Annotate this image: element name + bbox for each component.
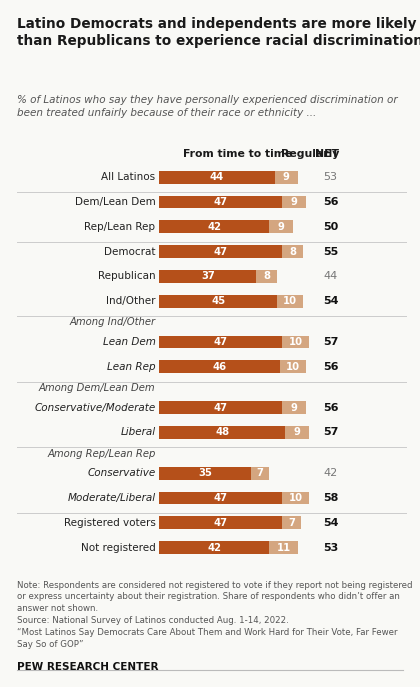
Text: 46: 46 xyxy=(213,362,227,372)
Text: 10: 10 xyxy=(289,493,302,503)
Text: 54: 54 xyxy=(323,296,339,306)
Bar xyxy=(159,196,282,208)
Text: Among Dem/Lean Dem: Among Dem/Lean Dem xyxy=(39,383,155,393)
Text: 10: 10 xyxy=(289,337,302,347)
Text: Conservative/Moderate: Conservative/Moderate xyxy=(34,403,155,413)
Text: 53: 53 xyxy=(323,543,339,552)
Bar xyxy=(159,270,256,283)
Text: 7: 7 xyxy=(288,518,295,528)
Bar xyxy=(159,492,282,504)
Text: Ind/Other: Ind/Other xyxy=(106,296,155,306)
Text: Lean Rep: Lean Rep xyxy=(107,362,155,372)
Bar xyxy=(269,221,293,233)
Text: 57: 57 xyxy=(323,337,339,347)
Text: 9: 9 xyxy=(291,197,298,207)
Text: 44: 44 xyxy=(210,172,224,182)
Bar xyxy=(282,245,303,258)
Text: Among Ind/Other: Among Ind/Other xyxy=(69,317,155,327)
Text: Republican: Republican xyxy=(98,271,155,282)
Text: Not registered: Not registered xyxy=(81,543,155,552)
Text: Among Rep/Lean Rep: Among Rep/Lean Rep xyxy=(47,449,155,459)
Text: From time to time: From time to time xyxy=(183,148,293,159)
Bar xyxy=(256,270,277,283)
Bar xyxy=(159,401,282,414)
Text: 35: 35 xyxy=(198,469,212,478)
Text: Liberal: Liberal xyxy=(121,427,155,438)
Text: Latino Democrats and independents are more likely
than Republicans to experience: Latino Democrats and independents are mo… xyxy=(17,17,420,49)
Text: PEW RESEARCH CENTER: PEW RESEARCH CENTER xyxy=(17,662,158,672)
Bar xyxy=(282,492,309,504)
Bar xyxy=(285,426,309,439)
Text: 48: 48 xyxy=(215,427,229,438)
Text: 56: 56 xyxy=(323,403,339,413)
Text: Registered voters: Registered voters xyxy=(63,518,155,528)
Text: 53: 53 xyxy=(323,172,337,182)
Text: 47: 47 xyxy=(214,518,228,528)
Text: 11: 11 xyxy=(276,543,291,552)
Bar xyxy=(159,541,269,554)
Text: 10: 10 xyxy=(286,362,300,372)
Text: Moderate/Liberal: Moderate/Liberal xyxy=(67,493,155,503)
Text: 47: 47 xyxy=(214,247,228,256)
Bar xyxy=(159,426,285,439)
Text: 56: 56 xyxy=(323,362,339,372)
Bar xyxy=(275,171,298,183)
Bar xyxy=(159,466,251,480)
Text: 8: 8 xyxy=(263,271,270,282)
Text: All Latinos: All Latinos xyxy=(101,172,155,182)
Text: 58: 58 xyxy=(323,493,339,503)
Text: 9: 9 xyxy=(293,427,300,438)
Bar xyxy=(282,196,306,208)
Text: 9: 9 xyxy=(278,222,284,232)
Bar xyxy=(159,360,280,373)
Text: 42: 42 xyxy=(207,222,221,232)
Text: % of Latinos who say they have personally experienced discrimination or
been tre: % of Latinos who say they have personall… xyxy=(17,95,397,118)
Text: 50: 50 xyxy=(323,222,339,232)
Bar xyxy=(282,335,309,348)
Text: Democrat: Democrat xyxy=(104,247,155,256)
Text: Regularly: Regularly xyxy=(281,148,339,159)
Bar xyxy=(251,466,269,480)
Bar xyxy=(159,335,282,348)
Text: 55: 55 xyxy=(323,247,339,256)
Text: 37: 37 xyxy=(201,271,215,282)
Text: Rep/Lean Rep: Rep/Lean Rep xyxy=(84,222,155,232)
Text: 47: 47 xyxy=(214,493,228,503)
Bar xyxy=(269,541,298,554)
Text: 57: 57 xyxy=(323,427,339,438)
Bar xyxy=(159,245,282,258)
Text: 42: 42 xyxy=(323,469,338,478)
Text: 47: 47 xyxy=(214,337,228,347)
Text: 44: 44 xyxy=(323,271,338,282)
Text: 10: 10 xyxy=(283,296,297,306)
Text: 56: 56 xyxy=(323,197,339,207)
Text: 9: 9 xyxy=(291,403,298,413)
Bar xyxy=(282,401,306,414)
Bar xyxy=(282,517,301,529)
Bar xyxy=(280,360,306,373)
Bar xyxy=(159,517,282,529)
Text: 7: 7 xyxy=(257,469,264,478)
Text: 42: 42 xyxy=(207,543,221,552)
Text: Note: Respondents are considered not registered to vote if they report not being: Note: Respondents are considered not reg… xyxy=(17,581,412,649)
Text: NET: NET xyxy=(315,148,339,159)
Text: Lean Dem: Lean Dem xyxy=(102,337,155,347)
Text: 45: 45 xyxy=(211,296,225,306)
Text: 54: 54 xyxy=(323,518,339,528)
Bar xyxy=(159,221,269,233)
Text: 8: 8 xyxy=(289,247,297,256)
Bar xyxy=(159,171,275,183)
Bar xyxy=(159,295,277,308)
Bar xyxy=(277,295,303,308)
Text: 9: 9 xyxy=(283,172,290,182)
Text: 47: 47 xyxy=(214,403,228,413)
Text: Conservative: Conservative xyxy=(87,469,155,478)
Text: Dem/Lean Dem: Dem/Lean Dem xyxy=(75,197,155,207)
Text: 47: 47 xyxy=(214,197,228,207)
